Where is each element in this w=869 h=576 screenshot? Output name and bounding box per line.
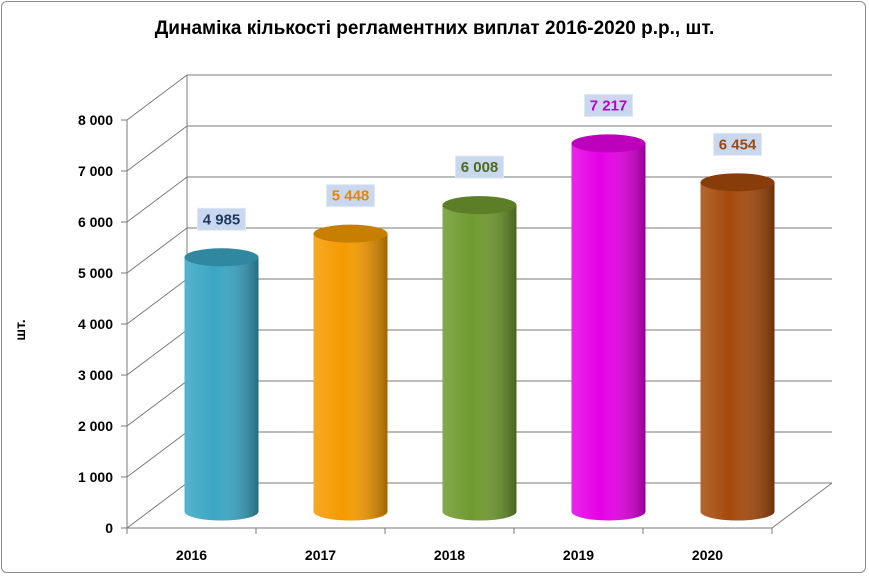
y-tick-label: 8 000 [78,112,113,128]
bar-shade [184,257,259,521]
gridline-side [126,74,188,121]
data-label: 7 217 [590,97,628,114]
data-label: 6 008 [461,159,499,176]
gridline-side [126,380,188,427]
floor-right-edge [771,482,833,529]
bar-top [700,173,775,192]
x-tick-label: 2017 [305,547,336,563]
y-tick-label: 0 [105,520,113,536]
gridline-side [126,227,188,274]
bar-shade [571,143,646,521]
y-tick-label: 3 000 [78,367,113,383]
bar-top-shade [571,134,646,153]
bar-shade [313,233,388,521]
bar-2019 [571,134,646,521]
bar-top [571,134,646,153]
bar-top-shade [442,196,517,215]
gridline-side [126,431,188,478]
bars-layer [184,134,775,521]
x-tick-label: 2019 [563,547,594,563]
y-tick-label: 5 000 [78,265,113,281]
y-tick-label: 1 000 [78,469,113,485]
data-label-box [326,184,375,208]
x-tick-label: 2016 [176,547,207,563]
gridline-side [126,176,188,223]
bar-top-shade [313,224,388,243]
y-tick-label: 7 000 [78,163,113,179]
bar-shade [700,182,775,521]
bar-2018 [442,196,517,521]
data-label: 4 985 [203,211,241,228]
labels-layer: 4 985 5 448 6 008 7 217 6 454 [197,93,762,231]
bar-top-shade [700,173,775,192]
bar-top [313,224,388,243]
y-tick-label: 4 000 [78,316,113,332]
data-label-box [713,132,762,156]
gridline-side [126,278,188,325]
bar-top [184,248,259,267]
x-tick-label: 2020 [692,547,723,563]
gridline-side [126,329,188,376]
bar-2016 [184,248,259,521]
y-tick-label: 2 000 [78,418,113,434]
gridline-side [126,125,188,172]
bar-shade [442,205,517,521]
data-label-box [584,93,633,117]
data-label: 5 448 [332,188,370,205]
x-tick-label: 2018 [434,547,465,563]
data-label-box [455,155,504,179]
bar-top [442,196,517,215]
data-label: 6 454 [719,136,757,153]
y-tick-label: 6 000 [78,214,113,230]
gridline-side [126,482,188,529]
bar-top-shade [184,248,259,267]
axes-layer: 0 1 000 2 000 3 000 4 000 5 000 6 000 7 000 8 00… [78,75,833,563]
chart-title: Динаміка кількості регламентних виплат 2… [154,18,715,39]
bar-2017 [313,224,388,521]
bar-2020 [700,173,775,521]
data-label-box [197,207,246,231]
